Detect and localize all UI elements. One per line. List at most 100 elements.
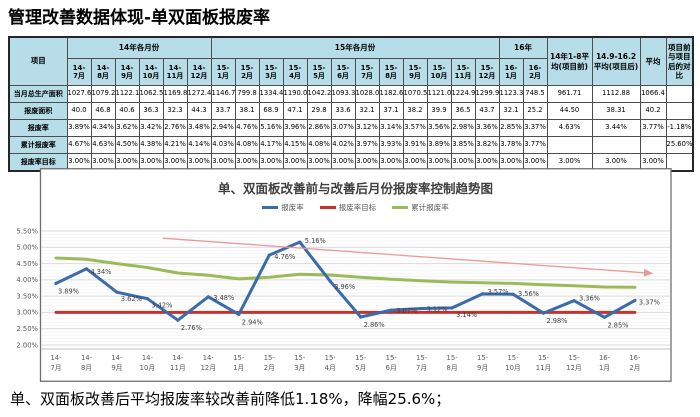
- svg-text:2.00%: 2.00%: [16, 341, 38, 349]
- svg-text:2.86%: 2.86%: [364, 321, 385, 329]
- legend-label: 累计报废率: [411, 203, 449, 212]
- row-label: 报废率: [8, 119, 68, 137]
- month-header: 14- 11月: [162, 58, 188, 86]
- table-cell: 1028.0: [354, 85, 380, 103]
- table-cell: 4.38%: [138, 136, 164, 154]
- svg-text:14-: 14-: [81, 354, 93, 362]
- svg-text:14-: 14-: [50, 354, 62, 362]
- table-cell: 3.96%: [282, 119, 308, 137]
- table-cell: 3.00%: [498, 153, 524, 172]
- svg-text:9月: 9月: [111, 364, 122, 372]
- row-label: 报废面积: [8, 102, 68, 120]
- month-header: 15- 1月: [210, 58, 236, 86]
- month-header: 15- 9月: [402, 58, 428, 86]
- svg-text:4.76%: 4.76%: [274, 253, 295, 261]
- table-cell: [665, 102, 694, 120]
- month-header: 15- 7月: [354, 58, 380, 86]
- svg-text:4月: 4月: [325, 364, 336, 372]
- svg-text:3.96%: 3.96%: [334, 283, 355, 291]
- summary-header: 14.9-16.2平均(项目后): [591, 36, 641, 86]
- svg-text:14-: 14-: [172, 354, 184, 362]
- svg-text:14-: 14-: [142, 354, 154, 362]
- table-cell: 32.3: [162, 102, 188, 120]
- table-cell: 44.3: [186, 102, 212, 120]
- svg-text:4.34%: 4.34%: [91, 268, 112, 276]
- table-cell: 3.82%: [474, 136, 500, 154]
- chart-legend: 报废率 报废率目标 累计报废率: [42, 202, 669, 213]
- svg-text:7月: 7月: [50, 364, 61, 372]
- table-cell: 1190.0: [282, 85, 308, 103]
- row-label: 当月总生产面积: [8, 85, 68, 103]
- table-cell: 38.31: [591, 102, 641, 120]
- month-header: 15- 6月: [330, 58, 356, 86]
- svg-text:15-: 15-: [507, 354, 519, 362]
- legend-line-icon: [262, 206, 279, 209]
- table-cell: 1182.6: [378, 85, 404, 103]
- scrap-rate-table: 项目 14年各月份 15年各月份 16年 14年1-8平均(项目前) 14.9-16.2平…: [8, 36, 694, 172]
- table-cell: 4.08%: [306, 136, 332, 154]
- svg-text:15-: 15-: [416, 354, 428, 362]
- svg-text:8月: 8月: [447, 364, 458, 372]
- table-cell: [591, 136, 641, 154]
- table-cell: 3.48%: [186, 119, 212, 137]
- svg-text:15-: 15-: [294, 354, 306, 362]
- table-cell: 3.42%: [138, 119, 164, 137]
- svg-text:3月: 3月: [294, 364, 305, 372]
- table-cell: [639, 136, 667, 154]
- table-cell: 36.5: [450, 102, 476, 120]
- table-cell: 4.50%: [114, 136, 140, 154]
- table-cell: 38.1: [234, 102, 260, 120]
- svg-text:9月: 9月: [477, 364, 488, 372]
- svg-text:15-: 15-: [355, 354, 367, 362]
- svg-text:15-: 15-: [447, 354, 459, 362]
- svg-text:4.00%: 4.00%: [16, 276, 38, 284]
- svg-text:5.00%: 5.00%: [16, 244, 38, 252]
- summary-note: 单、双面板改善后平均报废率较改善前降低1.18%，降幅25.6%；: [10, 390, 451, 408]
- month-header: 15- 2月: [234, 58, 260, 86]
- table-cell: 3.00%: [591, 153, 641, 172]
- table-cell: 1224.9: [450, 85, 476, 103]
- month-header: 16- 2月: [522, 58, 548, 86]
- table-cell: 3.00%: [114, 153, 140, 172]
- table-cell: 40.2: [639, 102, 667, 120]
- year-group-header: 14年各月份: [66, 36, 212, 59]
- table-cell: 1079.2: [90, 85, 116, 103]
- table-row: 当月总生产面积 1027.6 1079.2 1122.1 1062.5 1169.8 127…: [8, 85, 694, 103]
- table-cell: 4.02%: [330, 136, 356, 154]
- svg-text:3.12%: 3.12%: [427, 306, 448, 314]
- table-row: 累计报废率 4.67% 4.63% 4.50% 4.38% 4.21% 4.14% 4.03%…: [8, 136, 694, 154]
- month-header: 15- 5月: [306, 58, 332, 86]
- svg-text:15-: 15-: [325, 354, 337, 362]
- table-cell: 40.6: [114, 102, 140, 120]
- table-cell: 4.14%: [186, 136, 212, 154]
- table-cell: 4.34%: [90, 119, 116, 137]
- table-cell: 4.08%: [234, 136, 260, 154]
- year-group-header: 16年: [498, 36, 548, 59]
- table-cell: 4.03%: [210, 136, 236, 154]
- table-cell: 2.76%: [162, 119, 188, 137]
- legend-line-icon: [319, 206, 336, 209]
- legend-item: 报废率目标: [319, 202, 376, 213]
- table-cell: 4.76%: [234, 119, 260, 137]
- svg-text:10月: 10月: [140, 364, 155, 372]
- table-cell: 46.8: [90, 102, 116, 120]
- svg-text:16-: 16-: [629, 354, 641, 362]
- data-table-container: 项目 14年各月份 15年各月份 16年 14年1-8平均(项目前) 14.9-16.2平…: [8, 36, 694, 172]
- month-header: 14- 8月: [90, 58, 116, 86]
- month-header: 15- 8月: [378, 58, 404, 86]
- svg-text:2.98%: 2.98%: [547, 317, 568, 325]
- svg-text:15-: 15-: [477, 354, 489, 362]
- month-header: 15- 12月: [474, 58, 500, 86]
- page-title: 管理改善数据体现-单双面板报废率: [8, 8, 271, 28]
- table-cell: 3.85%: [450, 136, 476, 154]
- table-cell: 1062.5: [138, 85, 164, 103]
- table-cell: 4.15%: [282, 136, 308, 154]
- table-cell: 3.00%: [234, 153, 260, 172]
- svg-text:1月: 1月: [599, 364, 610, 372]
- table-cell: 3.93%: [378, 136, 404, 154]
- month-header: 15- 4月: [282, 58, 308, 86]
- svg-text:2.76%: 2.76%: [181, 324, 202, 332]
- legend-item: 累计报废率: [392, 202, 449, 213]
- table-cell: 4.63%: [90, 136, 116, 154]
- table-cell: 5.16%: [258, 119, 284, 137]
